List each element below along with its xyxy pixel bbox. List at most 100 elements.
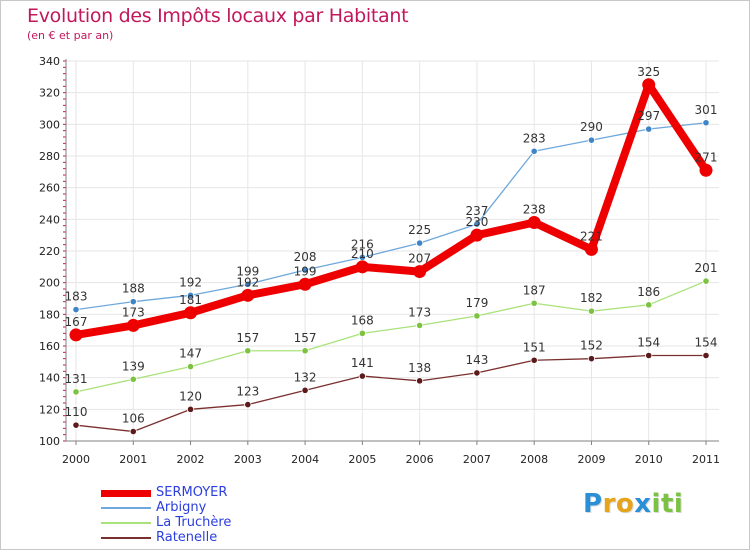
data-point-la-truch-re — [702, 277, 710, 285]
data-point-la-truch-re — [358, 329, 366, 337]
data-label-sermoyer: 199 — [294, 264, 317, 278]
data-label-sermoyer: 173 — [122, 305, 145, 319]
chart-subtitle: (en € et par an) — [27, 29, 114, 42]
legend-swatch-ratenelle — [101, 537, 151, 539]
data-label-arbigny: 290 — [580, 120, 603, 134]
data-label-arbigny: 237 — [465, 204, 488, 218]
data-label-sermoyer: 181 — [179, 293, 202, 307]
y-tick-label: 140 — [39, 372, 60, 385]
data-point-la-truch-re — [129, 375, 137, 383]
data-label-sermoyer: 207 — [408, 252, 431, 266]
x-tick-label: 2002 — [177, 453, 205, 466]
data-label-la-truch-re: 131 — [65, 372, 88, 386]
data-point-arbigny — [702, 119, 710, 127]
data-label-ratenelle: 110 — [65, 405, 88, 419]
data-label-sermoyer: 230 — [465, 215, 488, 229]
data-point-ratenelle — [186, 405, 195, 413]
legend-swatch-la-truchere — [101, 522, 151, 524]
data-point-sermoyer — [298, 277, 312, 291]
x-tick-label: 2011 — [692, 453, 720, 466]
data-point-la-truch-re — [72, 388, 80, 396]
data-point-ratenelle — [301, 386, 309, 394]
data-label-la-truch-re: 168 — [351, 313, 374, 327]
data-point-la-truch-re — [473, 312, 481, 320]
logo-letter: i — [673, 489, 684, 519]
data-point-sermoyer — [642, 78, 656, 92]
logo-letter: P — [583, 489, 603, 519]
data-label-la-truch-re: 157 — [294, 331, 317, 345]
data-point-la-truch-re — [301, 347, 309, 355]
data-point-arbigny — [416, 239, 424, 247]
legend-label-sermoyer: SERMOYER — [156, 485, 228, 500]
data-label-ratenelle: 151 — [523, 340, 546, 354]
data-label-ratenelle: 132 — [294, 370, 317, 384]
data-point-sermoyer — [126, 318, 140, 332]
x-tick-label: 2007 — [463, 453, 491, 466]
data-point-sermoyer — [69, 328, 83, 342]
y-tick-label: 180 — [39, 308, 60, 321]
data-point-sermoyer — [413, 265, 427, 279]
data-point-sermoyer — [184, 306, 198, 320]
data-point-la-truch-re — [244, 347, 252, 355]
data-point-arbigny — [473, 220, 481, 228]
y-tick-label: 280 — [39, 150, 60, 163]
data-point-la-truch-re — [645, 301, 653, 309]
logo-letter: x — [634, 489, 652, 519]
data-label-arbigny: 297 — [637, 109, 660, 123]
data-label-arbigny: 216 — [351, 237, 374, 251]
data-point-ratenelle — [358, 372, 366, 380]
y-tick-label: 320 — [39, 87, 60, 100]
data-point-ratenelle — [702, 351, 710, 360]
data-point-sermoyer — [699, 163, 713, 177]
data-point-ratenelle — [587, 355, 596, 363]
data-label-la-truch-re: 186 — [637, 285, 660, 299]
data-label-sermoyer: 192 — [236, 275, 259, 289]
y-tick-label: 240 — [39, 213, 60, 226]
data-label-la-truch-re: 173 — [408, 305, 431, 319]
data-point-la-truch-re — [587, 307, 596, 315]
data-label-ratenelle: 138 — [408, 361, 431, 375]
data-point-sermoyer — [355, 260, 369, 274]
x-tick-label: 2005 — [348, 453, 376, 466]
data-point-arbigny — [645, 125, 653, 133]
data-label-sermoyer: 271 — [695, 150, 718, 164]
x-tick-label: 2001 — [119, 453, 147, 466]
data-label-ratenelle: 152 — [580, 339, 603, 353]
data-point-ratenelle — [416, 377, 424, 385]
legend-label-la-truchere: La Truchère — [156, 515, 232, 530]
data-label-la-truch-re: 139 — [122, 359, 145, 373]
data-label-ratenelle: 120 — [179, 389, 202, 403]
logo-letter: o — [615, 489, 635, 519]
data-label-ratenelle: 154 — [637, 336, 660, 350]
legend-swatch-sermoyer — [101, 490, 151, 497]
data-label-ratenelle: 106 — [122, 412, 145, 426]
data-point-arbigny — [186, 291, 195, 299]
y-tick-label: 300 — [39, 118, 60, 131]
data-label-la-truch-re: 157 — [236, 331, 259, 345]
data-label-ratenelle: 123 — [236, 385, 259, 399]
data-label-ratenelle: 141 — [351, 356, 374, 370]
y-tick-label: 120 — [39, 403, 60, 416]
y-tick-label: 220 — [39, 245, 60, 258]
data-point-ratenelle — [530, 356, 538, 364]
proxiti-logo: Proxiti — [583, 489, 683, 519]
series-line-arbigny — [75, 122, 707, 311]
data-label-la-truch-re: 147 — [179, 347, 202, 361]
data-label-arbigny: 225 — [408, 223, 431, 237]
data-label-sermoyer: 238 — [523, 203, 546, 217]
data-label-sermoyer: 221 — [580, 229, 603, 243]
data-point-la-truch-re — [416, 321, 424, 330]
data-point-la-truch-re — [186, 362, 195, 371]
data-point-ratenelle — [244, 400, 252, 409]
x-tick-label: 2003 — [234, 453, 262, 466]
data-label-arbigny: 188 — [122, 282, 145, 296]
data-point-ratenelle — [129, 427, 137, 436]
data-point-arbigny — [530, 147, 538, 155]
data-point-arbigny — [129, 298, 137, 306]
y-tick-label: 340 — [39, 55, 60, 68]
legend-label-ratenelle: Ratenelle — [156, 530, 218, 545]
data-point-arbigny — [244, 280, 252, 288]
data-point-ratenelle — [645, 351, 653, 360]
data-point-ratenelle — [72, 421, 80, 429]
